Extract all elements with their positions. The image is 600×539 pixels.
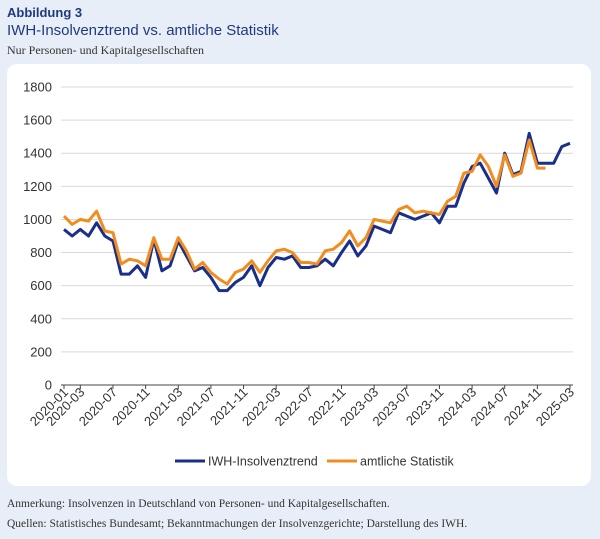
y-tick-label: 1400 [23, 146, 52, 161]
series-line-amtliche-statistik [62, 138, 546, 286]
y-tick-label: 1800 [23, 80, 52, 95]
sources: Quellen: Statistisches Bundesamt; Bekann… [7, 518, 468, 530]
figure-header: Abbildung 3 IWH-Insolvenztrend vs. amtli… [7, 5, 279, 58]
y-tick-label: 1200 [23, 179, 52, 194]
y-tick-label: 600 [30, 278, 52, 293]
y-tick-label: 200 [30, 344, 52, 359]
footnote: Anmerkung: Insolvenzen in Deutschland vo… [7, 498, 390, 510]
y-tick-label: 1600 [23, 113, 52, 128]
y-tick-label: 0 [45, 378, 52, 393]
figure-title: IWH-Insolvenztrend vs. amtliche Statisti… [7, 22, 279, 39]
y-tick-label: 800 [30, 245, 52, 260]
series-line-iwh-insolvenztrend [63, 131, 571, 293]
figure-footer: Anmerkung: Insolvenzen in Deutschland vo… [7, 494, 467, 534]
y-tick-label: 400 [30, 311, 52, 326]
legend-label: amtliche Statistik [360, 455, 455, 469]
chart-panel: 0 200 400 600 800 1000 1200 1400 1600 1800 2020-0… [7, 64, 591, 486]
figure-label: Abbildung 3 [7, 5, 83, 20]
legend-label: IWH-Insolvenztrend [208, 455, 318, 469]
figure-subtitle: Nur Personen- und Kapitalgesellschaften [7, 43, 204, 57]
y-tick-label: 1000 [23, 212, 52, 227]
